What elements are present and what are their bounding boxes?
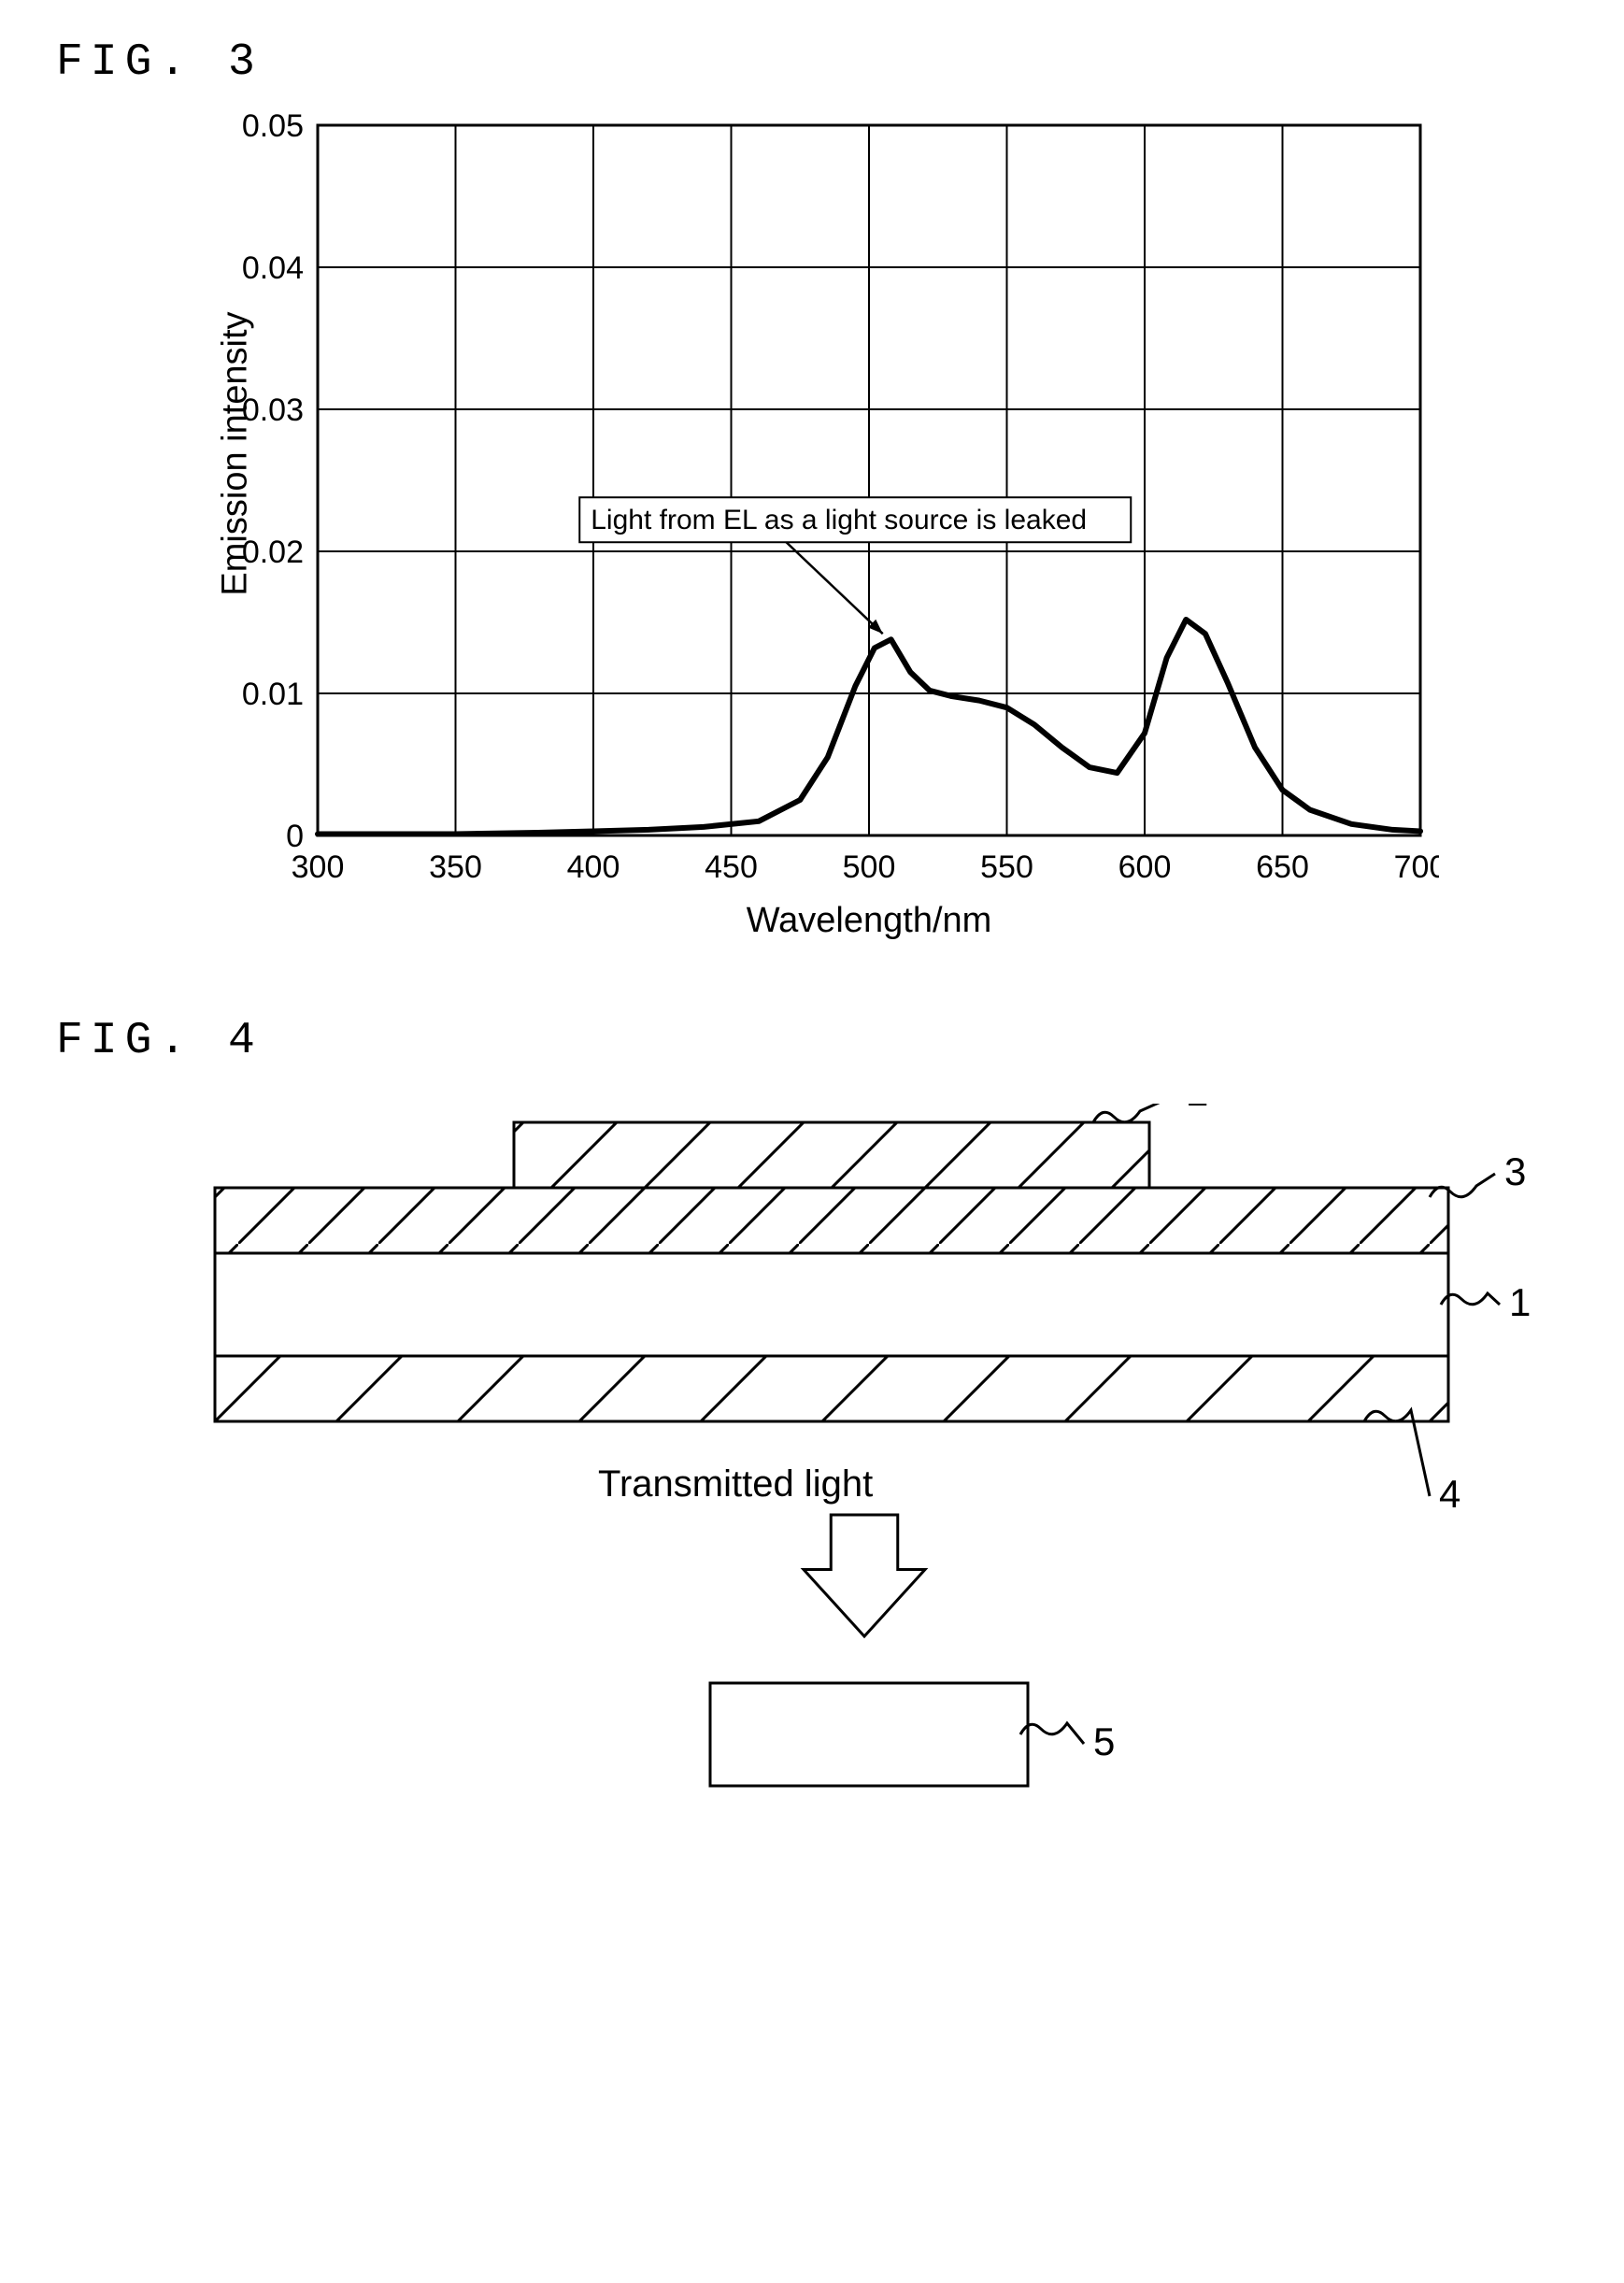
svg-text:550: 550 <box>980 849 1033 885</box>
svg-text:3: 3 <box>1504 1149 1526 1193</box>
fig4-label: FIG. 4 <box>56 1016 1587 1066</box>
x-axis-label: Wavelength/nm <box>318 901 1420 941</box>
svg-text:600: 600 <box>1118 849 1172 885</box>
svg-text:300: 300 <box>292 849 345 885</box>
svg-text:0: 0 <box>286 819 304 854</box>
fig3-label: FIG. 3 <box>56 37 1587 88</box>
cross-section-svg: 2 3 1 4 Transmitted light 5 <box>168 1104 1570 1833</box>
y-axis-label: Emission intensity <box>216 311 256 595</box>
svg-text:400: 400 <box>567 849 620 885</box>
fig3-chart: Emission intensity 300350400450500550600… <box>224 107 1587 941</box>
svg-text:4: 4 <box>1439 1472 1460 1516</box>
svg-text:Transmitted light: Transmitted light <box>598 1463 873 1505</box>
svg-text:650: 650 <box>1256 849 1309 885</box>
emission-chart-svg: 30035040045050055060065070000.010.020.03… <box>224 107 1439 892</box>
svg-text:2: 2 <box>1187 1104 1208 1114</box>
svg-text:0.05: 0.05 <box>242 108 304 144</box>
svg-text:500: 500 <box>843 849 896 885</box>
svg-text:350: 350 <box>429 849 482 885</box>
svg-text:700: 700 <box>1394 849 1439 885</box>
svg-text:0.04: 0.04 <box>242 250 304 286</box>
svg-text:Light from EL as a light sourc: Light from EL as a light source is leake… <box>591 505 1087 535</box>
svg-text:1: 1 <box>1509 1280 1531 1324</box>
svg-text:5: 5 <box>1093 1719 1115 1763</box>
svg-text:450: 450 <box>705 849 758 885</box>
fig4-diagram: 2 3 1 4 Transmitted light 5 <box>168 1104 1587 1833</box>
svg-text:0.01: 0.01 <box>242 677 304 712</box>
